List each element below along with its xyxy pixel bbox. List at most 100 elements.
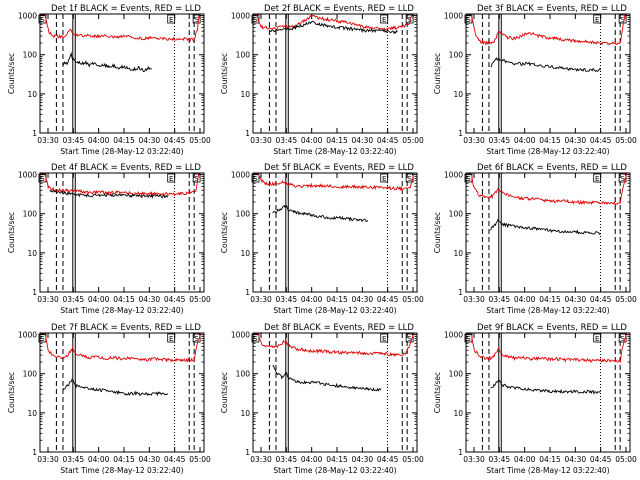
x-tick-label: 04:00 [88,455,110,464]
plot-frame [39,13,205,134]
x-tick-label: 04:15 [113,455,135,464]
y-tick-label: 10 [240,249,250,258]
y-tick-label: 1 [458,448,463,457]
x-tick-label: 03:45 [276,136,298,145]
x-tick-label: 03:45 [63,136,85,145]
x-tick-label: 04:00 [514,136,536,145]
plot-frame [252,172,418,293]
flag-label: E [169,175,173,183]
x-tick-label: 04:30 [139,455,161,464]
x-tick-label: 04:30 [565,455,587,464]
x-tick-label: 04:45 [164,455,186,464]
x-tick-label: 04:45 [377,295,399,304]
series-line-events [62,378,169,397]
x-tick-label: 04:45 [164,295,186,304]
detector-panel-1: Det 1f BLACK = Events, RED = LLD Counts/s… [7,4,211,156]
x-tick-label: 04:00 [514,295,536,304]
series-line-events [490,218,601,236]
series-line-lld [253,13,417,31]
x-tick-label: 03:30 [463,295,485,304]
flag-box [167,173,176,183]
flag-box [167,14,176,24]
x-tick-label: 04:30 [565,295,587,304]
x-tick-label: 03:30 [37,295,59,304]
flag-box [618,14,627,24]
series-line-events [490,378,601,395]
flag-label: E [169,16,173,24]
y-axis-label: Counts/sec [433,372,442,413]
x-tick-label: 04:45 [590,136,612,145]
x-tick-label: 04:15 [539,295,561,304]
x-axis-label: Start Time (28-May-12 03:22:40) [273,147,396,156]
flag-label: S [40,16,45,24]
plot-frame [252,13,418,134]
y-tick-label: 100 [449,51,464,60]
x-tick-label: 05:00 [615,455,637,464]
plot-frame [465,332,631,453]
flag-box [618,173,627,183]
x-tick-label: 04:30 [139,136,161,145]
x-tick-label: 04:00 [301,295,323,304]
flag-label: S [407,335,412,343]
x-tick-label: 04:45 [164,136,186,145]
flag-label: S [253,16,258,24]
flag-label: S [466,175,471,183]
x-tick-label: 05:00 [189,295,211,304]
y-tick-label: 1000 [18,171,37,180]
flag-label: S [620,16,625,24]
x-tick-label: 05:00 [402,136,424,145]
flag-label: S [466,335,471,343]
y-tick-label: 100 [236,51,251,60]
y-tick-label: 100 [449,370,464,379]
x-tick-label: 04:30 [352,136,374,145]
flag-box [593,173,602,183]
x-axis-label: Start Time (28-May-12 03:22:40) [486,147,609,156]
y-tick-label: 1000 [444,331,463,340]
flag-label: S [40,335,45,343]
flag-label: S [407,175,412,183]
flag-box [192,173,201,183]
y-tick-label: 1 [245,288,250,297]
detector-panel-6: Det 6f BLACK = Events, RED = LLD Counts/s… [433,163,637,315]
y-axis-label: Counts/sec [7,212,16,253]
x-tick-label: 03:30 [250,136,272,145]
flag-box [380,333,389,343]
series-line-lld [466,172,630,206]
y-axis-label: Counts/sec [220,53,229,94]
y-tick-label: 10 [240,409,250,418]
series-line-events [62,51,152,73]
x-tick-label: 04:15 [326,136,348,145]
flag-label: S [194,16,199,24]
panel-title: Det 5f BLACK = Events, RED = LLD [264,163,414,173]
x-tick-label: 03:30 [250,295,272,304]
series-line-lld [466,13,630,46]
y-tick-label: 1000 [231,331,250,340]
y-tick-label: 1 [32,448,37,457]
y-tick-label: 10 [453,249,463,258]
x-tick-label: 03:30 [463,136,485,145]
x-tick-label: 05:00 [189,136,211,145]
x-tick-label: 03:30 [463,455,485,464]
x-tick-label: 03:45 [276,455,298,464]
y-axis-label: Counts/sec [220,372,229,413]
flag-box [593,333,602,343]
flag-label: S [194,335,199,343]
x-tick-label: 04:45 [590,455,612,464]
panel-title: Det 1f BLACK = Events, RED = LLD [51,4,201,14]
flag-box [192,14,201,24]
panel-title: Det 6f BLACK = Events, RED = LLD [477,163,627,173]
detector-panel-7: Det 7f BLACK = Events, RED = LLD Counts/s… [7,323,211,475]
x-axis-label: Start Time (28-May-12 03:22:40) [486,306,609,315]
series-line-lld [253,332,417,358]
plot-frame [39,172,205,293]
y-tick-label: 100 [449,210,464,219]
x-tick-label: 04:45 [377,455,399,464]
x-tick-label: 04:15 [539,136,561,145]
flag-box [618,333,627,343]
x-tick-label: 05:00 [402,295,424,304]
x-axis-label: Start Time (28-May-12 03:22:40) [486,466,609,475]
x-tick-label: 03:45 [489,455,511,464]
flag-label: S [620,175,625,183]
series-line-lld [466,332,630,364]
series-line-events [272,204,369,223]
